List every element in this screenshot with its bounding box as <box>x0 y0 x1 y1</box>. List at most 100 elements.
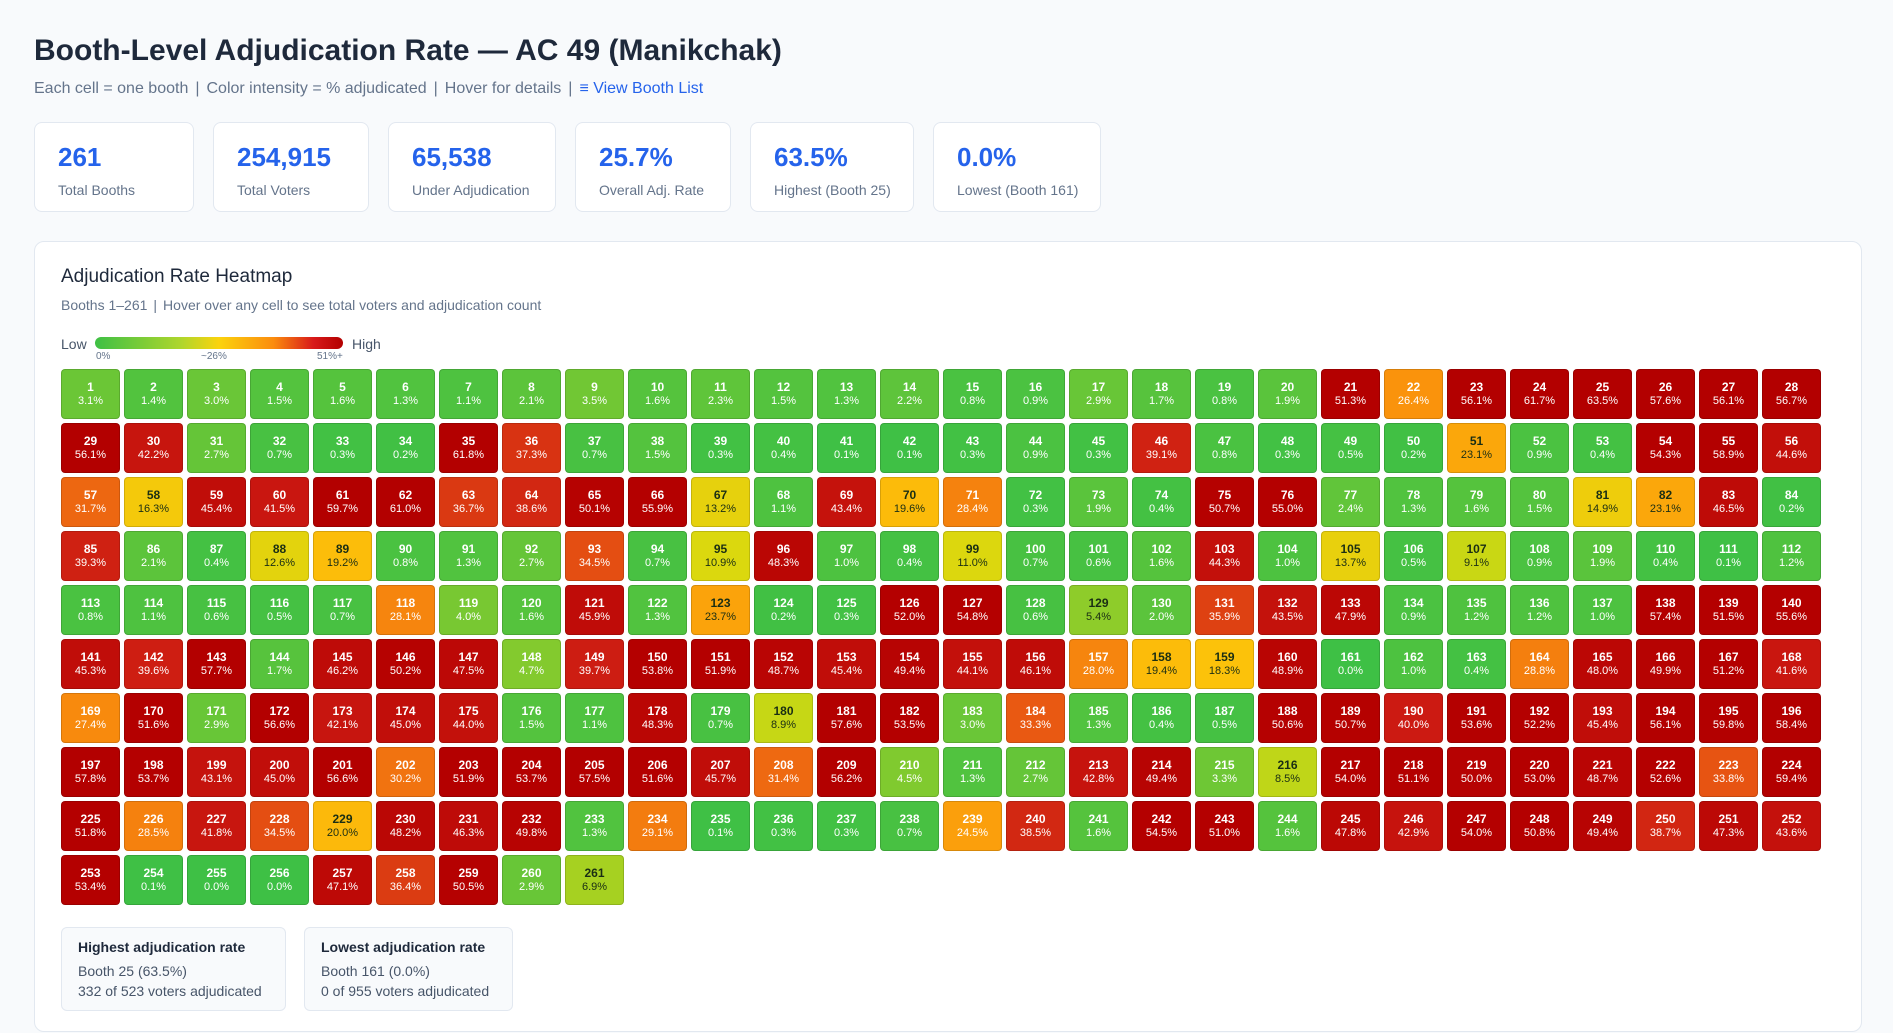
booth-cell-154[interactable]: 154 49.4% <box>880 639 939 689</box>
booth-cell-60[interactable]: 60 41.5% <box>250 477 309 527</box>
booth-cell-182[interactable]: 182 53.5% <box>880 693 939 743</box>
booth-cell-28[interactable]: 28 56.7% <box>1762 369 1821 419</box>
booth-cell-232[interactable]: 232 49.8% <box>502 801 561 851</box>
booth-cell-167[interactable]: 167 51.2% <box>1699 639 1758 689</box>
booth-cell-44[interactable]: 44 0.9% <box>1006 423 1065 473</box>
booth-cell-43[interactable]: 43 0.3% <box>943 423 1002 473</box>
booth-cell-218[interactable]: 218 51.1% <box>1384 747 1443 797</box>
booth-cell-129[interactable]: 129 5.4% <box>1069 585 1128 635</box>
booth-cell-25[interactable]: 25 63.5% <box>1573 369 1632 419</box>
booth-cell-107[interactable]: 107 9.1% <box>1447 531 1506 581</box>
booth-cell-118[interactable]: 118 28.1% <box>376 585 435 635</box>
booth-cell-226[interactable]: 226 28.5% <box>124 801 183 851</box>
booth-cell-213[interactable]: 213 42.8% <box>1069 747 1128 797</box>
booth-cell-11[interactable]: 11 2.3% <box>691 369 750 419</box>
booth-cell-158[interactable]: 158 19.4% <box>1132 639 1191 689</box>
booth-cell-13[interactable]: 13 1.3% <box>817 369 876 419</box>
booth-cell-102[interactable]: 102 1.6% <box>1132 531 1191 581</box>
booth-cell-220[interactable]: 220 53.0% <box>1510 747 1569 797</box>
booth-cell-69[interactable]: 69 43.4% <box>817 477 876 527</box>
booth-cell-147[interactable]: 147 47.5% <box>439 639 498 689</box>
booth-cell-219[interactable]: 219 50.0% <box>1447 747 1506 797</box>
booth-cell-53[interactable]: 53 0.4% <box>1573 423 1632 473</box>
booth-cell-111[interactable]: 111 0.1% <box>1699 531 1758 581</box>
booth-cell-206[interactable]: 206 51.6% <box>628 747 687 797</box>
booth-cell-23[interactable]: 23 56.1% <box>1447 369 1506 419</box>
booth-cell-195[interactable]: 195 59.8% <box>1699 693 1758 743</box>
booth-cell-190[interactable]: 190 40.0% <box>1384 693 1443 743</box>
booth-cell-1[interactable]: 1 3.1% <box>61 369 120 419</box>
booth-cell-122[interactable]: 122 1.3% <box>628 585 687 635</box>
booth-cell-39[interactable]: 39 0.3% <box>691 423 750 473</box>
booth-cell-37[interactable]: 37 0.7% <box>565 423 624 473</box>
booth-cell-208[interactable]: 208 31.4% <box>754 747 813 797</box>
booth-cell-55[interactable]: 55 58.9% <box>1699 423 1758 473</box>
booth-cell-112[interactable]: 112 1.2% <box>1762 531 1821 581</box>
booth-cell-241[interactable]: 241 1.6% <box>1069 801 1128 851</box>
booth-cell-80[interactable]: 80 1.5% <box>1510 477 1569 527</box>
booth-cell-114[interactable]: 114 1.1% <box>124 585 183 635</box>
booth-cell-130[interactable]: 130 2.0% <box>1132 585 1191 635</box>
booth-cell-149[interactable]: 149 39.7% <box>565 639 624 689</box>
booth-cell-36[interactable]: 36 37.3% <box>502 423 561 473</box>
booth-cell-133[interactable]: 133 47.9% <box>1321 585 1380 635</box>
booth-cell-199[interactable]: 199 43.1% <box>187 747 246 797</box>
booth-cell-78[interactable]: 78 1.3% <box>1384 477 1443 527</box>
booth-cell-90[interactable]: 90 0.8% <box>376 531 435 581</box>
booth-cell-7[interactable]: 7 1.1% <box>439 369 498 419</box>
booth-cell-229[interactable]: 229 20.0% <box>313 801 372 851</box>
booth-cell-94[interactable]: 94 0.7% <box>628 531 687 581</box>
booth-cell-244[interactable]: 244 1.6% <box>1258 801 1317 851</box>
booth-cell-202[interactable]: 202 30.2% <box>376 747 435 797</box>
booth-cell-72[interactable]: 72 0.3% <box>1006 477 1065 527</box>
booth-cell-187[interactable]: 187 0.5% <box>1195 693 1254 743</box>
booth-cell-233[interactable]: 233 1.3% <box>565 801 624 851</box>
booth-cell-70[interactable]: 70 19.6% <box>880 477 939 527</box>
booth-cell-228[interactable]: 228 34.5% <box>250 801 309 851</box>
booth-cell-180[interactable]: 180 8.9% <box>754 693 813 743</box>
booth-cell-188[interactable]: 188 50.6% <box>1258 693 1317 743</box>
booth-cell-255[interactable]: 255 0.0% <box>187 855 246 905</box>
booth-cell-258[interactable]: 258 36.4% <box>376 855 435 905</box>
booth-cell-161[interactable]: 161 0.0% <box>1321 639 1380 689</box>
booth-cell-50[interactable]: 50 0.2% <box>1384 423 1443 473</box>
booth-cell-135[interactable]: 135 1.2% <box>1447 585 1506 635</box>
booth-cell-240[interactable]: 240 38.5% <box>1006 801 1065 851</box>
booth-cell-123[interactable]: 123 23.7% <box>691 585 750 635</box>
booth-cell-171[interactable]: 171 2.9% <box>187 693 246 743</box>
booth-cell-141[interactable]: 141 45.3% <box>61 639 120 689</box>
booth-cell-121[interactable]: 121 45.9% <box>565 585 624 635</box>
booth-cell-230[interactable]: 230 48.2% <box>376 801 435 851</box>
booth-cell-192[interactable]: 192 52.2% <box>1510 693 1569 743</box>
view-booth-list-link[interactable]: ≡ View Booth List <box>579 80 704 97</box>
booth-cell-86[interactable]: 86 2.1% <box>124 531 183 581</box>
booth-cell-217[interactable]: 217 54.0% <box>1321 747 1380 797</box>
booth-cell-243[interactable]: 243 51.0% <box>1195 801 1254 851</box>
booth-cell-126[interactable]: 126 52.0% <box>880 585 939 635</box>
booth-cell-234[interactable]: 234 29.1% <box>628 801 687 851</box>
booth-cell-221[interactable]: 221 48.7% <box>1573 747 1632 797</box>
booth-cell-260[interactable]: 260 2.9% <box>502 855 561 905</box>
booth-cell-119[interactable]: 119 4.0% <box>439 585 498 635</box>
booth-cell-116[interactable]: 116 0.5% <box>250 585 309 635</box>
booth-cell-231[interactable]: 231 46.3% <box>439 801 498 851</box>
booth-cell-144[interactable]: 144 1.7% <box>250 639 309 689</box>
booth-cell-250[interactable]: 250 38.7% <box>1636 801 1695 851</box>
booth-cell-151[interactable]: 151 51.9% <box>691 639 750 689</box>
booth-cell-181[interactable]: 181 57.6% <box>817 693 876 743</box>
booth-cell-204[interactable]: 204 53.7% <box>502 747 561 797</box>
booth-cell-207[interactable]: 207 45.7% <box>691 747 750 797</box>
booth-cell-128[interactable]: 128 0.6% <box>1006 585 1065 635</box>
booth-cell-120[interactable]: 120 1.6% <box>502 585 561 635</box>
booth-cell-235[interactable]: 235 0.1% <box>691 801 750 851</box>
booth-cell-47[interactable]: 47 0.8% <box>1195 423 1254 473</box>
booth-cell-76[interactable]: 76 55.0% <box>1258 477 1317 527</box>
booth-cell-253[interactable]: 253 53.4% <box>61 855 120 905</box>
booth-cell-12[interactable]: 12 1.5% <box>754 369 813 419</box>
booth-cell-95[interactable]: 95 10.9% <box>691 531 750 581</box>
booth-cell-156[interactable]: 156 46.1% <box>1006 639 1065 689</box>
booth-cell-242[interactable]: 242 54.5% <box>1132 801 1191 851</box>
booth-cell-214[interactable]: 214 49.4% <box>1132 747 1191 797</box>
booth-cell-15[interactable]: 15 0.8% <box>943 369 1002 419</box>
booth-cell-174[interactable]: 174 45.0% <box>376 693 435 743</box>
